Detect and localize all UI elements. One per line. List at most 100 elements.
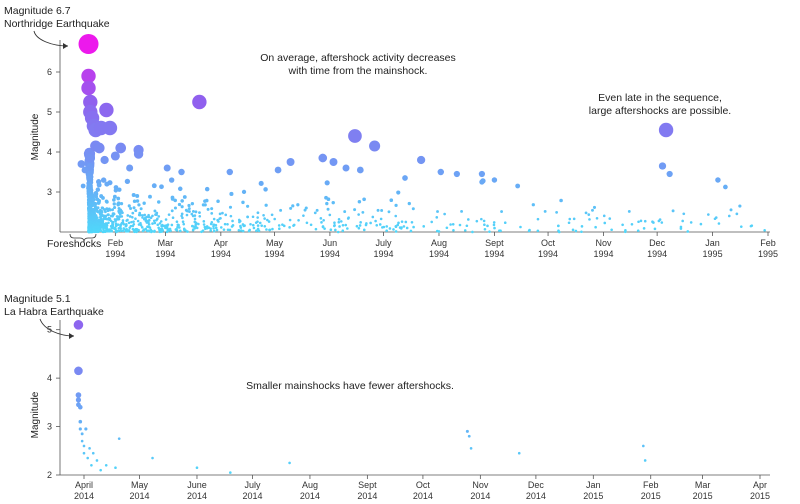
aftershock-point bbox=[334, 228, 337, 232]
aftershock-point bbox=[209, 229, 212, 232]
aftershock-point bbox=[88, 217, 92, 221]
aftershock-point bbox=[357, 199, 362, 204]
aftershock-point bbox=[302, 214, 305, 217]
aftershock-point bbox=[104, 464, 108, 467]
aftershock-point bbox=[87, 208, 91, 212]
aftershock-point bbox=[91, 451, 95, 455]
aftershock-point bbox=[136, 219, 140, 223]
aftershock-point bbox=[95, 187, 101, 192]
aftershock-point bbox=[251, 223, 255, 227]
aftershock-point bbox=[396, 190, 401, 195]
aftershock-point bbox=[594, 225, 597, 229]
aftershock-point bbox=[255, 229, 258, 232]
aftershock-point bbox=[592, 205, 597, 209]
aftershock-point bbox=[181, 216, 184, 220]
aftershock-point bbox=[699, 222, 703, 226]
aftershock-point bbox=[135, 199, 140, 203]
x-tick-label: Mar bbox=[158, 238, 174, 248]
aftershock-point bbox=[239, 226, 243, 229]
aftershock-point bbox=[430, 220, 434, 224]
aftershock-point bbox=[180, 205, 184, 209]
aftershock-point bbox=[131, 193, 136, 198]
aftershock-point bbox=[488, 230, 491, 233]
aftershock-point bbox=[435, 216, 439, 219]
aftershock-point bbox=[282, 224, 286, 228]
aftershock-point bbox=[486, 224, 489, 228]
aftershock-point bbox=[492, 223, 496, 227]
x-tick-label: 1994 bbox=[320, 249, 340, 259]
aftershock-point bbox=[443, 212, 446, 216]
aftershock-point bbox=[92, 222, 96, 225]
aftershock-point bbox=[170, 197, 175, 201]
x-tick-label: June bbox=[187, 480, 207, 490]
aftershock-point bbox=[164, 218, 168, 221]
aftershock-point bbox=[229, 471, 232, 474]
aftershock-point bbox=[101, 223, 105, 227]
aftershock-point bbox=[371, 215, 375, 219]
aftershock-point bbox=[126, 214, 130, 217]
x-tick-label: 1994 bbox=[105, 249, 125, 259]
x-tick-label: 2014 bbox=[357, 491, 377, 501]
aftershock-point bbox=[87, 184, 93, 190]
aftershock-point bbox=[374, 219, 377, 223]
ylabel-bottom: Magnitude bbox=[30, 391, 41, 438]
aftershock-point bbox=[94, 191, 99, 196]
aftershock-point bbox=[157, 215, 161, 218]
aftershock-point bbox=[333, 224, 336, 228]
aftershock-point bbox=[111, 212, 115, 215]
aftershock-point bbox=[657, 219, 661, 223]
aftershock-point bbox=[112, 202, 116, 206]
aftershock-point bbox=[531, 203, 535, 207]
aftershock-point bbox=[99, 229, 103, 233]
aftershock-point bbox=[134, 217, 137, 221]
aftershock-point bbox=[437, 168, 445, 176]
aftershock-point bbox=[151, 214, 154, 218]
aftershock-point bbox=[318, 153, 328, 163]
aftershock-point bbox=[101, 230, 105, 234]
aftershock-point bbox=[602, 214, 606, 218]
aftershock-point bbox=[110, 151, 120, 161]
aftershock-point bbox=[292, 223, 296, 227]
aftershock-point bbox=[402, 225, 406, 228]
aftershock-point bbox=[141, 229, 145, 233]
fewer-annotation: Smaller mainshocks have fewer aftershock… bbox=[246, 380, 454, 392]
aftershock-point bbox=[239, 229, 243, 232]
aftershock-point bbox=[482, 219, 486, 223]
aftershock-point bbox=[147, 225, 151, 229]
aftershock-point bbox=[147, 215, 151, 219]
aftershock-point bbox=[110, 229, 114, 233]
aftershock-point bbox=[194, 221, 198, 225]
aftershock-point bbox=[286, 158, 295, 166]
aftershock-point bbox=[99, 468, 102, 472]
aftershock-point bbox=[453, 170, 460, 178]
aftershock-point bbox=[99, 215, 102, 219]
aftershock-point bbox=[144, 218, 148, 221]
aftershock-point bbox=[80, 183, 86, 189]
aftershock-point bbox=[166, 223, 170, 226]
aftershock-point bbox=[183, 228, 186, 232]
aftershock-point bbox=[125, 227, 129, 231]
x-tick-label: 1994 bbox=[429, 249, 449, 259]
y-tick-label: 5 bbox=[47, 107, 52, 117]
aftershock-point bbox=[84, 427, 88, 431]
aftershock-point bbox=[637, 220, 640, 224]
aftershock-point bbox=[379, 217, 383, 221]
aftershock-point bbox=[273, 217, 276, 221]
aftershock-point bbox=[258, 221, 262, 225]
aftershock-point bbox=[471, 230, 474, 234]
aftershock-point bbox=[212, 217, 216, 221]
x-tick-label: 1995 bbox=[758, 249, 778, 259]
x-tick-label: 1994 bbox=[538, 249, 558, 259]
aftershock-point bbox=[124, 223, 128, 226]
aftershock-point bbox=[458, 223, 462, 227]
aftershock-point bbox=[241, 229, 245, 233]
aftershock-point bbox=[475, 219, 479, 223]
aftershock-point bbox=[341, 229, 345, 233]
large-aftershock-point bbox=[658, 122, 674, 138]
aftershock-point bbox=[88, 222, 91, 225]
aftershock-point bbox=[412, 225, 415, 229]
aftershock-point bbox=[99, 194, 104, 199]
aftershock-point bbox=[571, 228, 575, 232]
aftershock-point bbox=[651, 220, 654, 224]
